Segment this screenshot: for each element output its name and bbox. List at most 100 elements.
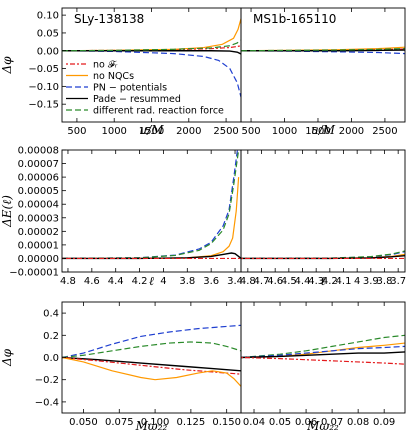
x-tick-label: 3.8 — [179, 276, 195, 287]
y-tick-label: −0.00001 — [9, 268, 59, 279]
x-tick-label: 4.2 — [322, 276, 338, 287]
x-tick-label: 0.08 — [347, 417, 369, 428]
plot-frame — [240, 7, 406, 123]
x-tick-label: 2000 — [339, 126, 364, 137]
x-tick-label: 4.7 — [254, 276, 270, 287]
x-tick-label: 3.9 — [363, 276, 379, 287]
plot-frame — [61, 301, 242, 414]
x-axis-label: ℓ — [321, 274, 326, 288]
x-tick-label: 0.06 — [295, 417, 317, 428]
series-pn-bottom-right — [241, 345, 405, 359]
series-rr-middle-left — [62, 150, 240, 260]
y-tick-label: 0.00001 — [18, 240, 59, 251]
series-rr-top-left — [62, 39, 241, 52]
x-tick-label: 0.075 — [105, 417, 134, 428]
y-tick-label: 0.10 — [37, 11, 59, 22]
y-tick-label: 0.00002 — [18, 227, 59, 238]
x-tick-label: 4 — [354, 276, 360, 287]
y-tick-label: 0.00000 — [18, 254, 59, 265]
series-pade-bottom-left — [62, 356, 241, 372]
y-tick-label: 0.00004 — [18, 200, 59, 211]
x-tick-label: 4.8 — [60, 276, 76, 287]
x-tick-label: 1000 — [272, 126, 297, 137]
panel-middle-right: 4.84.74.64.54.44.34.24.1 4 3.93.83.7 ℓ — [240, 149, 406, 288]
y-tick-label: −0.15 — [28, 100, 59, 111]
x-tick-label: 0.050 — [69, 417, 98, 428]
legend-label-no_nqc: no NQCs — [93, 71, 134, 82]
series-pade-top-left — [62, 50, 241, 55]
x-tick-label: 4.8 — [240, 276, 256, 287]
panel-title: SLy-138138 — [74, 12, 144, 26]
x-axis-label: u/M — [311, 123, 336, 137]
x-tick-label: 3.4 — [227, 276, 243, 287]
series-pade-middle-left — [62, 252, 241, 260]
x-tick-label: 4.4 — [295, 276, 311, 287]
plot-frame — [240, 149, 406, 273]
x-tick-label: 4.3 — [308, 276, 324, 287]
x-tick-label: 1000 — [101, 126, 126, 137]
y-tick-label: −0.10 — [28, 82, 59, 93]
x-tick-label: 0.07 — [321, 417, 343, 428]
x-tick-label: 0.125 — [177, 417, 206, 428]
panel-top-right: 500 1000 1500 2000 2500 u/M MS1b-165110 — [240, 7, 406, 137]
series-rr-bottom-right — [241, 334, 405, 359]
x-tick-label: 4.4 — [108, 276, 124, 287]
x-tick-label: 4.6 — [267, 276, 283, 287]
x-tick-label: 4.5 — [281, 276, 297, 287]
panel-top-left: 500 1000 1500 2000 2500 −0.15 −0.10 −0.05 0.00 0.… — [0, 7, 242, 137]
series-rr-top-right — [241, 48, 405, 52]
x-axis-label: u/M — [139, 123, 164, 137]
x-tick-label: 500 — [67, 126, 86, 137]
series-rr-bottom-left — [62, 341, 241, 359]
x-axis-label: Mω₂₂ — [306, 419, 339, 433]
plot-frame — [240, 301, 406, 414]
panel-bottom-right: 0.04 0.05 0.06 0.07 0.08 0.09 Mω₂₂ — [240, 301, 406, 433]
x-tick-label: 2500 — [372, 126, 397, 137]
y-tick-label: 0.00 — [37, 46, 59, 57]
x-tick-label: 0.150 — [212, 417, 241, 428]
series-no_fr-bottom-right — [241, 356, 405, 365]
y-tick-label: 0.4 — [43, 309, 59, 320]
y-axis-label: ΔE(ℓ) — [0, 195, 14, 228]
y-tick-label: −0.2 — [35, 375, 59, 386]
x-tick-label: 3.7 — [390, 276, 406, 287]
legend-label-rr: different rad. reaction force — [93, 106, 224, 117]
y-tick-label: 0.0 — [43, 353, 59, 364]
x-axis-label: Mω₂₂ — [135, 419, 168, 433]
x-tick-label: 1500 — [305, 126, 330, 137]
y-axis-label: Δφ — [0, 348, 14, 367]
series-pn-bottom-left — [62, 324, 241, 359]
x-tick-label: 0.04 — [243, 417, 265, 428]
panel-bottom-left: 0.050 0.075 0.100 0.125 0.150 −0.4 −0.2 0.0 0.2 0… — [0, 301, 242, 433]
x-tick-label: 0.05 — [269, 417, 291, 428]
series-pade-bottom-right — [241, 351, 405, 359]
x-tick-label: 4.6 — [84, 276, 100, 287]
x-tick-label: 4.2 — [132, 276, 148, 287]
x-tick-label: 2500 — [213, 126, 238, 137]
x-tick-label: 3.6 — [203, 276, 219, 287]
panel-middle-left: 4.8 4.6 4.4 4.2 4 3.8 3.6 3.4 −0.00001 0.00000 0.0… — [0, 146, 243, 289]
y-tick-label: 0.00003 — [18, 213, 59, 224]
panel-title: MS1b-165110 — [253, 12, 336, 26]
y-tick-label: −0.05 — [28, 64, 59, 75]
x-tick-label: 500 — [241, 126, 260, 137]
y-tick-label: 0.00005 — [18, 186, 59, 197]
legend-label-no_fr: no 𝓕ᵣ — [93, 60, 118, 71]
y-tick-label: −0.4 — [35, 397, 59, 408]
series-no_fr-bottom-left — [62, 356, 241, 375]
y-axis-label: Δφ — [0, 56, 14, 75]
x-axis-label: ℓ — [149, 274, 154, 288]
x-tick-label: 3.8 — [377, 276, 393, 287]
series-no_nqc-bottom-left — [62, 356, 241, 387]
y-tick-label: 0.05 — [37, 28, 59, 39]
legend-label-pn: PN − potentials — [93, 83, 167, 94]
series-pn-top-left — [62, 50, 241, 98]
y-tick-label: 0.00008 — [18, 146, 59, 157]
y-tick-label: 0.00007 — [18, 159, 59, 170]
x-tick-label: 4 — [160, 276, 166, 287]
legend-label-pade: Pade − resummed — [93, 94, 181, 105]
x-tick-label: 1500 — [139, 126, 164, 137]
x-tick-label: 2000 — [176, 126, 201, 137]
plot-frame — [61, 149, 242, 273]
